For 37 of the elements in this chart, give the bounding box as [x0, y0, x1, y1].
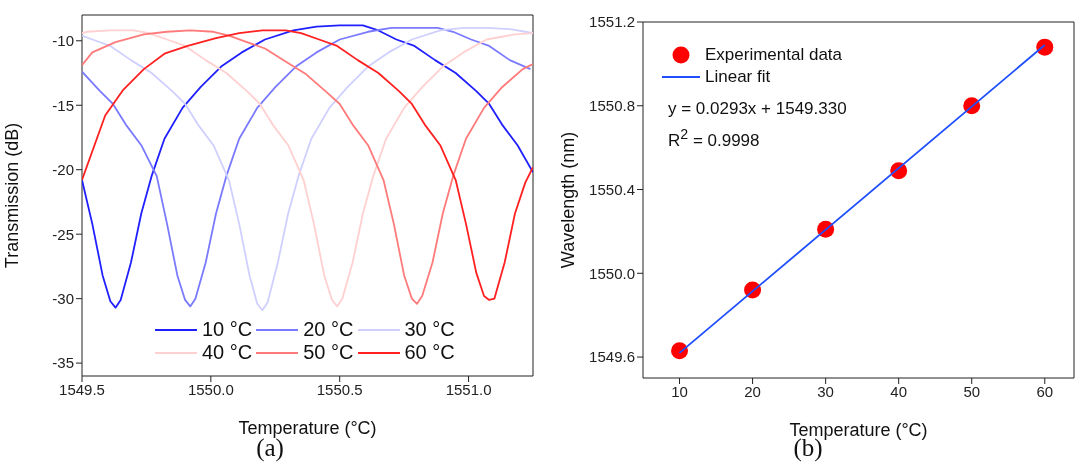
point	[671, 342, 689, 360]
x-tick-label: 1550.5	[316, 380, 363, 398]
y-tick-label: -35	[52, 354, 74, 372]
x-tick-label: 40	[890, 382, 908, 400]
y-tick-label: 1549.6	[589, 348, 635, 366]
x-tick-label: 1551.0	[445, 380, 492, 398]
y-tick-label: -15	[52, 96, 74, 114]
legend-label: 50 °C	[303, 341, 354, 364]
legend-label: 30 °C	[404, 318, 455, 341]
y-axis-title: Transmission (dB)	[2, 122, 23, 269]
x-tick-label: 1549.5	[59, 380, 105, 398]
y-tick-label: 1550.0	[589, 264, 635, 282]
x-tick-label: 10	[671, 382, 688, 400]
annotation: y = 0.0293x + 1549.330	[668, 98, 847, 120]
legend-label: Experimental data	[705, 44, 843, 66]
y-tick-label: -20	[52, 161, 74, 179]
y-tick-label: 1551.2	[589, 13, 635, 31]
y-axis-title: Wavelength (nm)	[558, 131, 579, 269]
legend-label: Linear fit	[705, 66, 771, 88]
x-axis-title: Temperature (°C)	[238, 418, 377, 438]
annotation: R$^{2}$ = 0.9998	[668, 125, 760, 152]
y-tick-label: 1550.4	[589, 180, 635, 198]
y-tick-label: -25	[52, 225, 74, 243]
y-tick-label: -10	[52, 32, 74, 50]
x-tick-label: 30	[817, 382, 834, 400]
x-tick-label: 60	[1036, 382, 1054, 400]
legend-label: 40 °C	[202, 341, 253, 364]
x-tick-label: 50	[963, 382, 981, 400]
y-tick-label: -30	[52, 289, 74, 307]
legend-label: 60 °C	[404, 341, 455, 364]
x-axis-title: Temperature (°C)	[789, 420, 928, 440]
y-tick-label: 1550.8	[589, 97, 635, 115]
point	[1036, 38, 1054, 56]
legend-label: 10 °C	[202, 318, 253, 341]
legend-label: 20 °C	[303, 318, 354, 341]
x-tick-label: 1550.0	[187, 380, 234, 398]
x-tick-label: 20	[744, 382, 761, 400]
